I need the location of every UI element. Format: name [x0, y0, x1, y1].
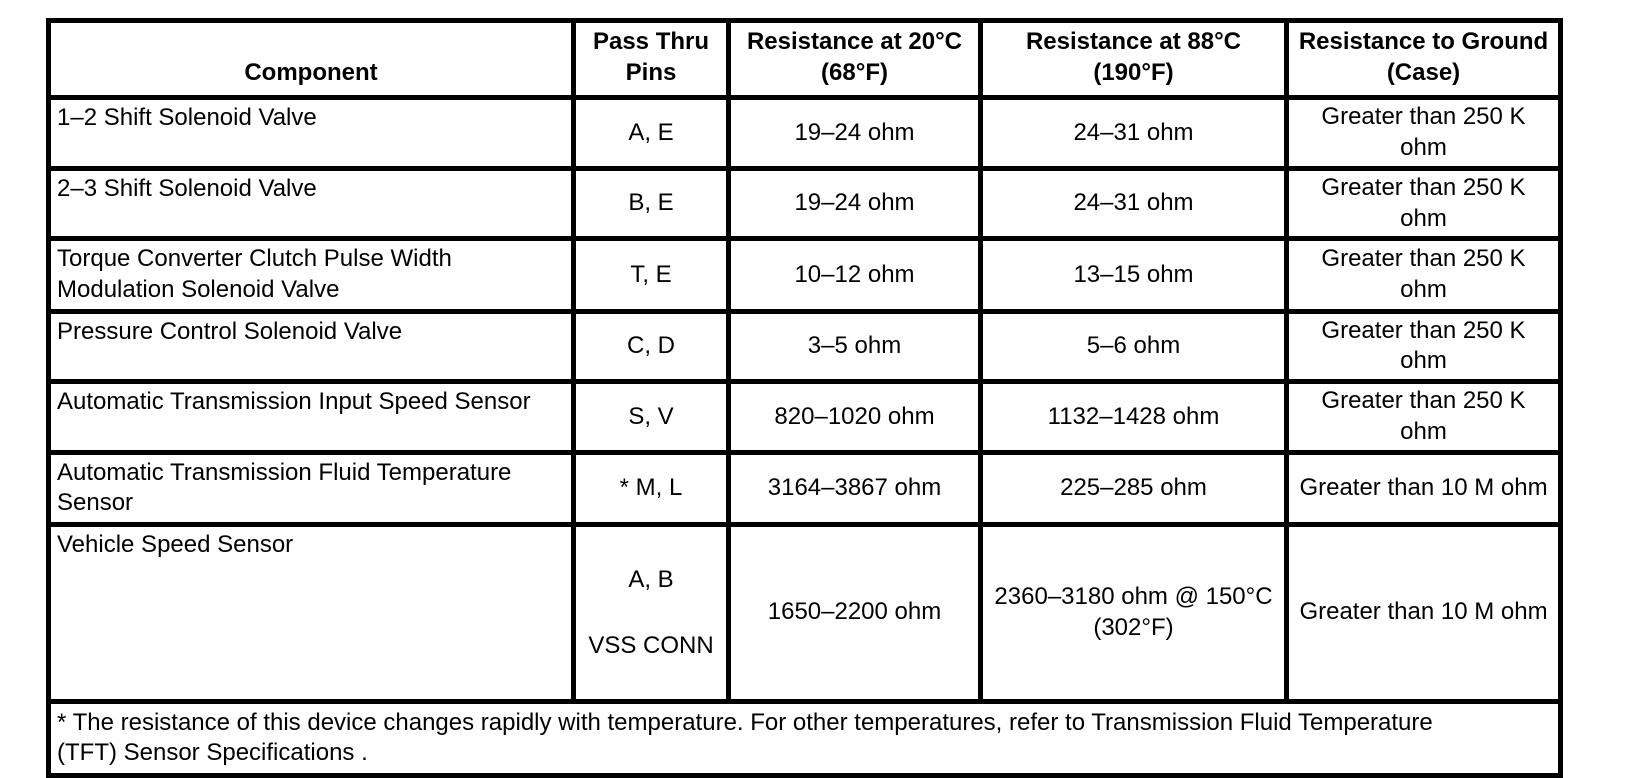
cell-component: 1–2 Shift Solenoid Valve: [46, 95, 576, 171]
cell-pins: A, E: [571, 95, 731, 171]
cell-resistance-88c: 2360–3180 ohm @ 150°C (302°F): [978, 522, 1289, 704]
cell-resistance-20c: 3164–3867 ohm: [726, 449, 983, 528]
cell-resistance-88c: 5–6 ohm: [978, 308, 1289, 385]
cell-resistance-ground: Greater than 250 K ohm: [1284, 379, 1563, 455]
col-header-resistance-88c: Resistance at 88°C (190°F): [978, 17, 1289, 101]
footnote-text: * The resistance of this device changes …: [46, 698, 1563, 778]
row-vehicle-speed-sensor: Vehicle Speed Sensor A, B VSS CONN 1650–…: [46, 522, 1563, 704]
cell-resistance-ground: Greater than 250 K ohm: [1284, 236, 1563, 314]
cell-component: Pressure Control Solenoid Valve: [46, 308, 576, 385]
resistance-spec-table: Component Pass Thru Pins Resistance at 2…: [46, 17, 1563, 778]
cell-resistance-88c: 1132–1428 ohm: [978, 379, 1289, 455]
row-tcc-pwm-solenoid-valve: Torque Converter Clutch Pulse Width Modu…: [46, 236, 1563, 314]
col-header-component: Component: [46, 17, 576, 101]
col-header-resistance-20c: Resistance at 20°C (68°F): [726, 17, 983, 101]
cell-component: Vehicle Speed Sensor: [46, 522, 576, 704]
cell-component: Automatic Transmission Input Speed Senso…: [46, 379, 576, 455]
cell-resistance-ground: Greater than 250 K ohm: [1284, 165, 1563, 242]
cell-resistance-20c: 1650–2200 ohm: [726, 522, 983, 704]
cell-pins: B, E: [571, 165, 731, 242]
cell-pins: T, E: [571, 236, 731, 314]
row-at-input-speed-sensor: Automatic Transmission Input Speed Senso…: [46, 379, 1563, 455]
cell-resistance-ground: Greater than 250 K ohm: [1284, 95, 1563, 171]
row-at-fluid-temperature-sensor: Automatic Transmission Fluid Temperature…: [46, 449, 1563, 528]
cell-component: 2–3 Shift Solenoid Valve: [46, 165, 576, 242]
row-footnote: * The resistance of this device changes …: [46, 698, 1563, 778]
cell-resistance-20c: 19–24 ohm: [726, 165, 983, 242]
pins-split: A, B VSS CONN: [579, 558, 724, 668]
pins-bottom-label: VSS CONN: [588, 632, 714, 660]
cell-component: Torque Converter Clutch Pulse Width Modu…: [46, 236, 576, 314]
row-pressure-control-solenoid-valve: Pressure Control Solenoid Valve C, D 3–5…: [46, 308, 1563, 385]
row-1-2-shift-solenoid-valve: 1–2 Shift Solenoid Valve A, E 19–24 ohm …: [46, 95, 1563, 171]
cell-resistance-88c: 24–31 ohm: [978, 165, 1289, 242]
col-header-pass-thru-pins: Pass Thru Pins: [571, 17, 731, 101]
cell-resistance-20c: 3–5 ohm: [726, 308, 983, 385]
cell-resistance-ground: Greater than 10 M ohm: [1284, 522, 1563, 704]
cell-resistance-20c: 820–1020 ohm: [726, 379, 983, 455]
cell-resistance-20c: 10–12 ohm: [726, 236, 983, 314]
cell-pins: A, B VSS CONN: [571, 522, 731, 704]
cell-resistance-88c: 225–285 ohm: [978, 449, 1289, 528]
cell-pins: S, V: [571, 379, 731, 455]
cell-resistance-ground: Greater than 250 K ohm: [1284, 308, 1563, 385]
col-header-resistance-ground: Resistance to Ground (Case): [1284, 17, 1563, 101]
pins-top-label: A, B: [628, 565, 674, 593]
header-row: Component Pass Thru Pins Resistance at 2…: [46, 17, 1563, 101]
cell-resistance-20c: 19–24 ohm: [726, 95, 983, 171]
cell-pins: * M, L: [571, 449, 731, 528]
cell-resistance-88c: 24–31 ohm: [978, 95, 1289, 171]
cell-pins: C, D: [571, 308, 731, 385]
cell-resistance-88c: 13–15 ohm: [978, 236, 1289, 314]
row-2-3-shift-solenoid-valve: 2–3 Shift Solenoid Valve B, E 19–24 ohm …: [46, 165, 1563, 242]
cell-component: Automatic Transmission Fluid Temperature…: [46, 449, 576, 528]
cell-resistance-ground: Greater than 10 M ohm: [1284, 449, 1563, 528]
